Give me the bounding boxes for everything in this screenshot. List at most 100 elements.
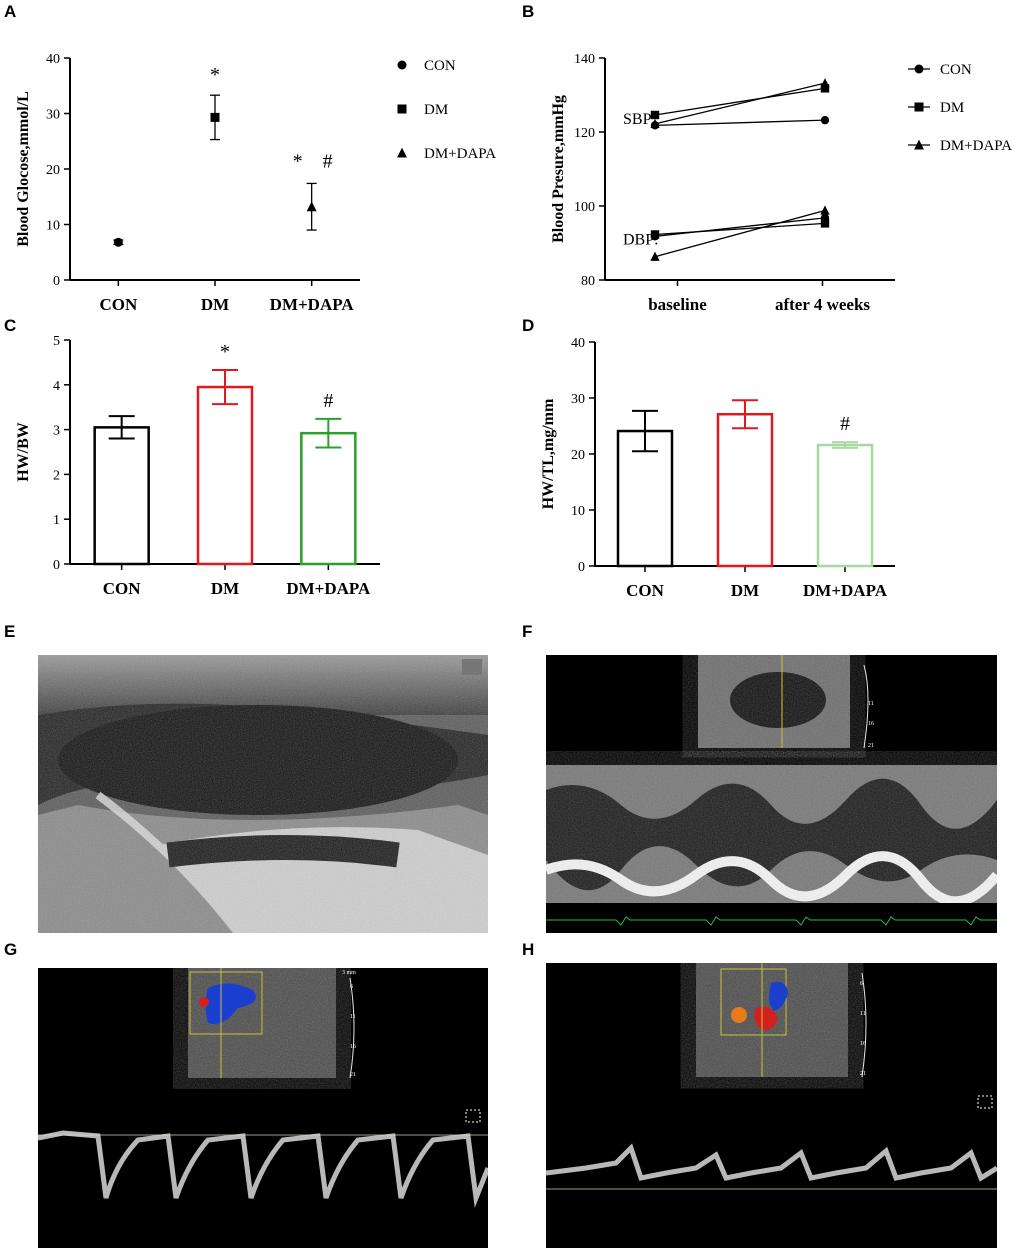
legend-label: CON [940,62,972,78]
data-point [650,118,660,129]
data-point [210,112,220,122]
data-point [113,237,123,247]
echo-image-e [38,655,488,933]
h-scale-6: 6 [860,981,863,987]
panel-letter-e: E [4,622,16,641]
chart-c: 0 1 2 3 4 5 CON DM DM+DAPA HW/BW * # [15,334,380,598]
chart-a: 0 10 20 30 40 CON DM DM+DAPA Blood Glocose,mmol/… [15,52,496,314]
legend-marker [914,139,924,150]
significance-mark: * [210,64,220,86]
x-tick-label: baseline [648,295,707,314]
f-scale-21: 21 [868,743,874,749]
panel-letter-f: F [522,622,533,641]
g-scale-3mm: 3 mm [342,970,356,976]
y-tick-label: 5 [53,334,60,349]
x-tick-label: DM [201,295,229,314]
x-tick-label: CON [99,295,138,314]
series-line [654,82,826,125]
y-tick-label: 2 [53,468,60,483]
panel-letter-c: C [4,316,17,335]
significance-mark: # [323,390,333,412]
data-point [650,230,660,239]
panel-letter-a: A [4,2,17,21]
y-tick-label: 100 [574,200,595,215]
y-axis-label: HW/TL,mg/mm [540,398,557,509]
y-tick-label: 140 [574,52,595,67]
doppler-image-h: 6 11 16 21 [546,963,997,1248]
data-point [820,115,830,125]
g-scale-21: 21 [350,1072,356,1078]
significance-mark: # [323,150,333,172]
significance-mark: * [293,150,303,172]
y-tick-label: 120 [574,126,595,141]
data-point [820,219,830,228]
legend-marker [914,102,924,112]
y-tick-label: 0 [53,274,60,289]
y-tick-label: 0 [578,560,585,575]
x-tick-label: CON [103,579,142,598]
y-axis-label: Blood Presure,mmHg [550,95,567,243]
legend-marker [397,104,407,114]
x-tick-label: DM+DAPA [803,581,888,600]
significance-mark: # [840,413,850,435]
data-point [306,201,317,212]
legend-marker [397,60,407,70]
x-tick-label: DM+DAPA [286,579,371,598]
y-tick-label: 20 [46,163,60,178]
data-point [820,84,830,93]
legend-marker [914,64,924,74]
x-tick-label: DM+DAPA [270,295,355,314]
chart-d: 0 10 20 30 40 CON DM DM+DAPA HW/TL,mg/mm # [540,336,895,600]
y-tick-label: 10 [571,504,585,519]
series-line [654,209,826,258]
bar [716,412,774,568]
g-scale-11: 11 [350,1014,356,1020]
h-scale-11: 11 [860,1011,866,1017]
bar [616,429,674,568]
mmode-image-f: 11 16 21 [546,655,997,933]
x-tick-label: DM [211,579,239,598]
panel-letter-g: G [4,940,18,959]
panel-letter-b: B [522,2,535,21]
data-point [650,110,660,120]
series-line [654,222,826,236]
legend-label: CON [424,58,456,74]
dbp-label: DBP: [623,232,659,249]
h-scale-21: 21 [860,1071,866,1077]
f-scale-11: 11 [868,701,874,707]
panel-letter-h: H [522,940,535,959]
y-tick-label: 40 [46,52,60,67]
y-axis-label: HW/BW [15,422,32,482]
sbp-label: SBP: [623,111,656,128]
bar [93,426,150,566]
series-line [654,119,826,126]
data-point [820,78,830,88]
data-point [650,251,660,261]
series-line [654,87,826,116]
y-tick-label: 1 [53,513,60,528]
x-tick-label: CON [626,581,665,600]
y-tick-label: 10 [46,219,60,234]
y-tick-label: 30 [46,108,60,123]
bar [816,443,874,568]
y-tick-label: 0 [53,558,60,573]
y-tick-label: 40 [571,336,585,351]
y-tick-label: 80 [581,274,595,289]
x-tick-label: DM [731,581,759,600]
data-point [820,205,830,215]
legend-label: DM [940,100,964,116]
legend-label: DM [424,102,448,118]
y-tick-label: 30 [571,392,585,407]
bar [300,431,357,566]
doppler-image-g: 3 mm 6 11 16 21 [38,968,488,1248]
significance-mark: * [220,341,230,363]
legend-marker [397,147,407,158]
x-tick-label: after 4 weeks [775,295,870,314]
panel-letter-d: D [522,316,535,335]
g-scale-16: 16 [350,1044,356,1050]
h-scale-16: 16 [860,1041,866,1047]
chart-b: 80 100 120 140 baseline after 4 weeks Blood Pr… [550,52,1012,314]
bar [196,385,254,566]
y-tick-label: 4 [53,379,60,394]
y-tick-label: 20 [571,448,585,463]
